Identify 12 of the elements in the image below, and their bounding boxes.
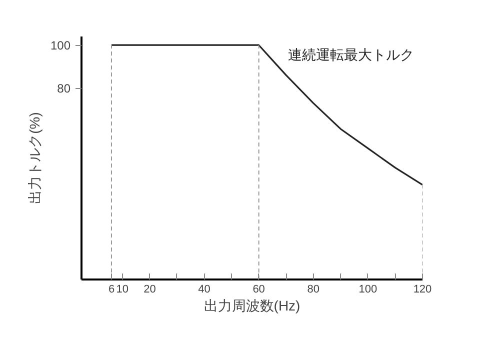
x-tick-label: 80	[307, 284, 320, 296]
series-label: 連続運転最大トルク	[288, 46, 414, 63]
line-series	[110, 44, 422, 186]
x-tick-label: 6	[108, 284, 115, 296]
x-tick-label: 100	[358, 284, 378, 296]
x-tick-label: 10	[116, 284, 129, 296]
x-tick-label: 20	[144, 284, 156, 296]
x-tick-label: 40	[198, 284, 210, 296]
y-axis-title: 出力トルク(%)	[26, 112, 42, 204]
x-axis-title: 出力周波数(Hz)	[204, 298, 300, 314]
x-tick-label: 120	[413, 284, 432, 296]
x-tick-label: 60	[252, 284, 265, 296]
